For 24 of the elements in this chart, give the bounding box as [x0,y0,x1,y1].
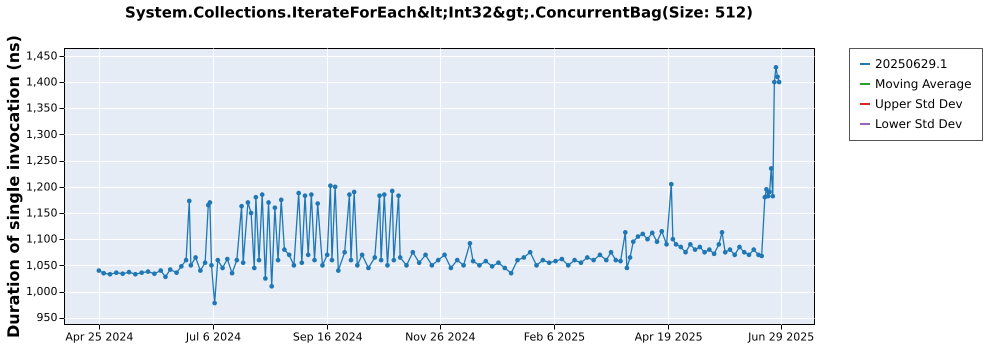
y-tick-label: 1,100 [26,232,58,246]
y-tick-label: 1,400 [26,76,58,89]
y-tick-label: 1,250 [26,154,58,168]
y-tick-label: 1,050 [26,258,58,272]
x-tick-label: Feb 6 2025 [524,330,586,344]
x-tick-label: Jul 6 2024 [184,330,242,344]
x-tick-label: Apr 19 2025 [634,330,703,344]
legend-label: Moving Average [875,77,972,91]
x-tick-label: Nov 26 2024 [405,330,476,344]
y-tick-label: 1,300 [26,128,58,141]
y-tick-label: 1,450 [26,49,58,62]
y-tick-label: 1,150 [26,206,58,220]
y-tick-label: 1,000 [26,285,58,298]
legend-label: 20250629.1 [875,57,948,71]
x-tick-label: Apr 25 2024 [65,330,134,344]
y-tick-label: 1,350 [26,102,58,115]
y-axis-title: Duration of single invocation (ns) [4,35,24,338]
y-tick-label: 1,200 [26,180,58,194]
legend-label: Upper Std Dev [875,97,963,111]
x-tick-label: Sep 16 2024 [292,330,363,344]
chart-title: System.Collections.IterateForEach&lt;Int32&gt;.ConcurrentBag(Size: 512) [125,4,753,22]
x-tick-label: Jun 29 2025 [747,330,814,344]
legend-label: Lower Std Dev [875,117,962,131]
y-tick-label: 950 [36,311,58,324]
